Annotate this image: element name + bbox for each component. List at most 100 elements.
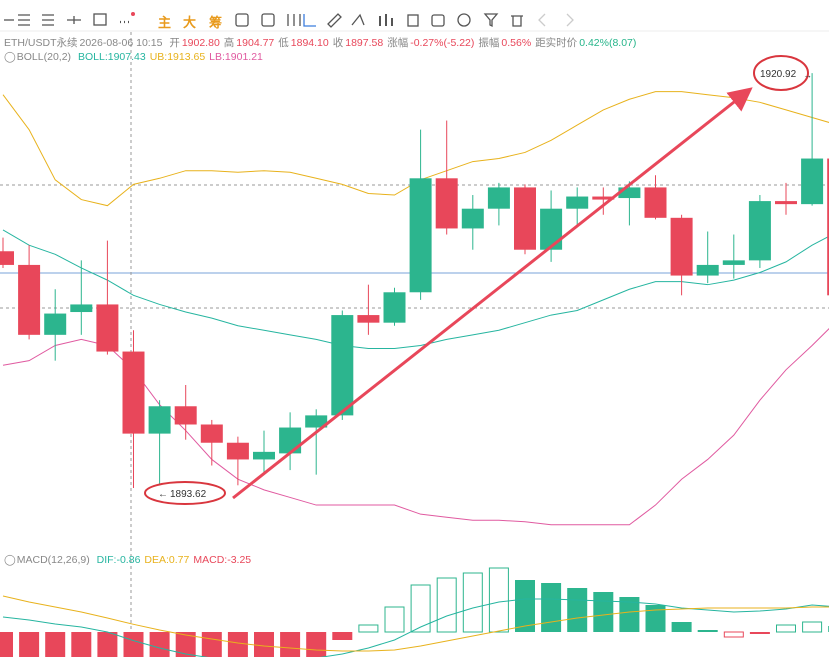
macd-bar — [567, 588, 588, 632]
candle-body — [18, 264, 41, 335]
header: ETH/USDT永续 2026-08-06 10:15 开 1902.80 高 1904… — [4, 35, 640, 50]
macd-bar — [723, 631, 744, 638]
legend-item: DIF:-0.86 — [96, 554, 141, 566]
macd-bar — [0, 632, 13, 657]
candle-body — [305, 415, 328, 428]
candle-body — [331, 315, 354, 416]
tool-icon[interactable] — [538, 13, 546, 27]
tool-label[interactable]: 主 — [158, 15, 172, 30]
macd-bar — [671, 622, 692, 632]
candle-body — [200, 424, 223, 443]
macd-bar — [280, 632, 301, 657]
macd-bar — [19, 632, 40, 657]
candle-body — [253, 451, 275, 460]
high-circle — [753, 55, 809, 91]
macd-line — [2, 595, 829, 652]
toolbar — [4, 12, 574, 28]
low-label: 1893.62 — [170, 489, 207, 500]
annotations: ← → 1893.62 1920.92 — [144, 55, 812, 505]
tool-icon[interactable] — [18, 14, 30, 26]
tool-label[interactable]: 筹 — [209, 15, 223, 30]
boll-line — [2, 229, 829, 350]
price-panel — [0, 73, 829, 526]
macd-line — [2, 598, 829, 657]
arrow-glyph: ← — [158, 489, 168, 500]
candle-body — [748, 201, 771, 261]
macd-bar — [410, 584, 431, 633]
candle-body — [566, 196, 589, 209]
tool-label[interactable]: 大 — [183, 15, 197, 30]
macd-bar — [45, 632, 66, 657]
time: 2026-08-06 10:15 — [79, 37, 163, 49]
field-label: 高 — [223, 37, 235, 49]
candle-body — [122, 351, 145, 434]
candle-body — [0, 251, 14, 265]
macd-bar — [358, 624, 379, 633]
candle-body — [827, 158, 829, 296]
macd-bar — [332, 632, 353, 640]
tool-icon[interactable] — [457, 13, 471, 27]
macd-bar — [462, 572, 483, 633]
field-value: 1904.77 — [236, 37, 275, 49]
legend-icon: ◯ — [4, 51, 16, 63]
field-label: 收 — [332, 37, 344, 49]
candle-body — [148, 406, 171, 434]
trend-arrow — [232, 87, 753, 500]
low-circle — [144, 481, 226, 505]
candle-body — [226, 442, 249, 460]
tool-dot — [131, 12, 135, 16]
candle-body — [696, 264, 719, 276]
candle-body — [279, 427, 302, 454]
tool-icon[interactable] — [566, 13, 574, 27]
tool-icon[interactable] — [42, 14, 54, 26]
candle-body — [487, 187, 510, 209]
field-value: 1894.10 — [290, 37, 329, 49]
tool-icon[interactable] — [379, 14, 393, 26]
field-label: 低 — [278, 37, 289, 49]
macd-bar — [749, 632, 770, 634]
tool-icon[interactable] — [235, 13, 249, 27]
macd-bar — [123, 632, 144, 657]
candle-body — [801, 158, 824, 205]
candle-body — [174, 406, 197, 425]
candle-body — [409, 178, 432, 293]
field-label: 涨幅 — [387, 37, 409, 49]
tool-icon[interactable] — [351, 13, 365, 26]
tool-icon[interactable] — [431, 14, 445, 27]
tool-icon[interactable] — [67, 16, 81, 24]
tool-icon[interactable] — [483, 13, 499, 28]
tool-icon[interactable] — [303, 14, 316, 27]
macd-legend: ◯MACD(12,26,9) DIF:-0.86 DEA:0.77 MACD:-3.… — [4, 554, 255, 566]
macd-bar — [645, 605, 666, 632]
macd-bar — [593, 592, 614, 632]
macd-bar — [384, 606, 405, 633]
macd-bar — [436, 577, 457, 633]
macd-bar — [201, 632, 222, 657]
field-label: 振幅 — [478, 37, 500, 49]
macd-bar — [697, 630, 718, 632]
tool-icon[interactable] — [407, 14, 419, 27]
field-value: 0.42%(8.07) — [579, 37, 637, 49]
high-label: 1920.92 — [760, 69, 797, 80]
candle-body — [70, 304, 93, 313]
macd-bar — [619, 597, 640, 632]
boll-legend: ◯BOLL(20,2) BOLL:1907.43 UB:1913.65 LB:190… — [4, 51, 267, 63]
macd-bar — [306, 632, 327, 657]
candle-body — [722, 260, 745, 265]
tool-icon[interactable] — [287, 14, 301, 26]
tool-icon[interactable] — [93, 13, 107, 26]
tool-icon[interactable] — [327, 13, 342, 28]
macd-panel — [0, 567, 829, 657]
legend-item: UB:1913.65 — [149, 51, 206, 63]
tool-icon[interactable] — [261, 13, 275, 27]
macd-bar — [97, 632, 118, 657]
tool-icon[interactable] — [511, 15, 523, 27]
candle-body — [618, 187, 641, 199]
candle-body — [670, 217, 693, 276]
legend-name: BOLL(20,2) — [16, 51, 72, 63]
field-value: 1897.58 — [345, 37, 384, 49]
macd-bar — [149, 632, 170, 657]
macd-bar — [515, 580, 535, 632]
candle-body — [383, 292, 406, 323]
